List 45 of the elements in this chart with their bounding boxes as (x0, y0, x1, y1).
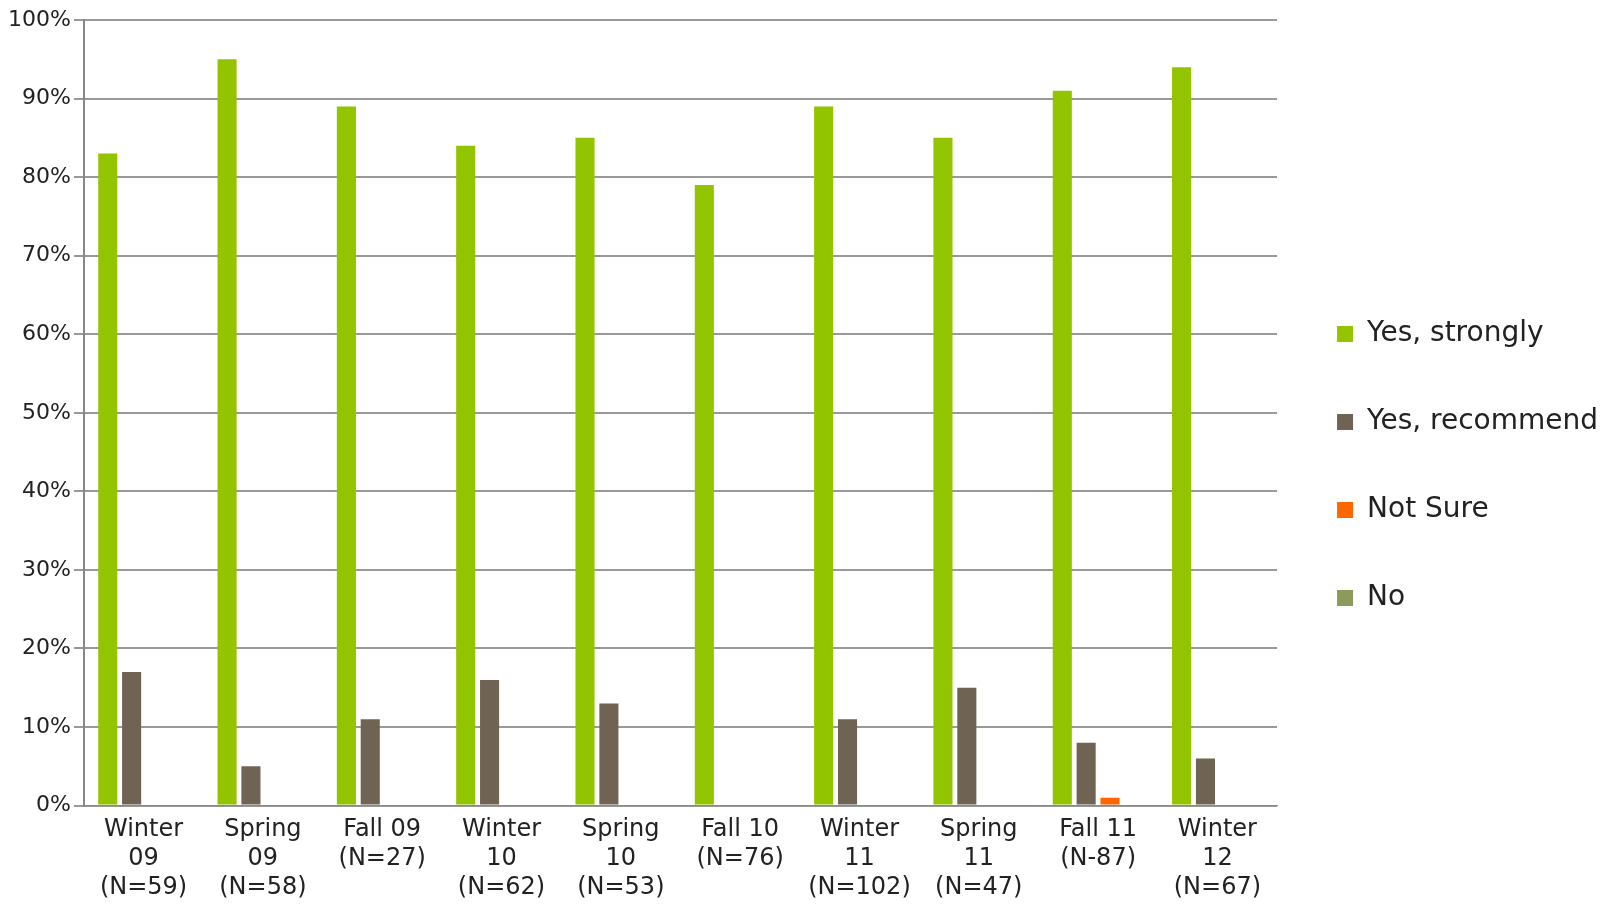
x-tick-label: Fall 09 (N=27) (338, 814, 426, 872)
bar (360, 719, 380, 805)
bar (217, 59, 237, 805)
bar (1052, 90, 1072, 805)
x-tick-label: Fall 10 (N=76) (696, 814, 784, 872)
x-tick-label: Winter 09 (N=59) (99, 814, 188, 900)
x-tick-label: Spring 09 (N=58) (219, 814, 307, 900)
bar (1195, 758, 1216, 805)
bar (933, 137, 953, 805)
y-tick-label: 20% (21, 634, 71, 660)
legend-label: Yes, strongly (1366, 315, 1544, 349)
y-tick-label: 70% (21, 241, 71, 267)
x-tick-label: Winter 12 (N=67) (1173, 814, 1262, 900)
y-tick-label: 0% (35, 791, 71, 817)
x-tick-label: Fall 11 (N-87) (1059, 814, 1137, 872)
bar (599, 703, 619, 805)
bar (957, 687, 977, 805)
x-tick-label: Winter 11 (N=102) (808, 814, 911, 900)
y-tick-label: 10% (21, 712, 71, 738)
bar (1100, 797, 1120, 805)
bar (122, 672, 142, 805)
y-tick-label: 50% (21, 398, 71, 424)
bar (98, 153, 118, 805)
y-tick-label: 90% (21, 84, 71, 110)
y-tick-label: 40% (21, 477, 71, 503)
y-tick-label: 30% (21, 555, 71, 581)
bar (694, 184, 714, 805)
y-tick-label: 60% (21, 319, 71, 345)
x-tick-label: Spring 11 (N=47) (935, 814, 1023, 900)
bar (814, 106, 834, 805)
legend-label: Yes, recommend (1366, 403, 1599, 437)
bar (241, 766, 261, 805)
y-tick-label: 100% (7, 5, 71, 31)
bar (837, 719, 858, 805)
bar (575, 137, 595, 805)
bar (336, 106, 356, 805)
bar (1076, 742, 1096, 805)
legend-label: No (1367, 579, 1406, 613)
bar (456, 145, 476, 805)
bar (480, 679, 500, 805)
x-tick-label: Spring 10 (N=53) (577, 814, 665, 900)
legend-label: Not Sure (1367, 491, 1489, 525)
x-tick-label: Winter 10 (N=62) (457, 814, 546, 900)
bar (1172, 67, 1192, 805)
y-tick-label: 80% (21, 162, 71, 188)
